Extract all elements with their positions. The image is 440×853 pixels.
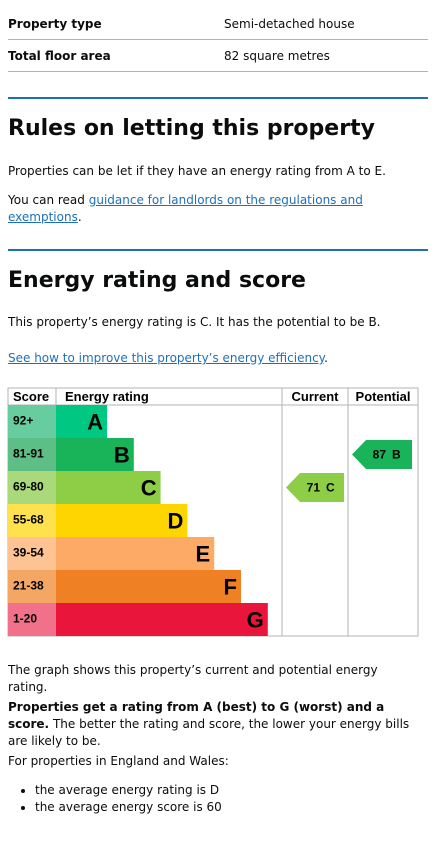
score-cell [8, 471, 56, 504]
column-header: Potential [356, 389, 411, 404]
score-cell [8, 405, 56, 438]
text: The better the rating and score, the low… [8, 717, 410, 748]
summary-row: Total floor area 82 square metres [8, 40, 428, 72]
band-letter: F [224, 574, 237, 599]
band-letter: C [141, 475, 157, 500]
link[interactable]: guidance for landlords on the regulation… [8, 193, 363, 224]
list-item: the average energy score is 60 [35, 799, 440, 816]
rating-bar [56, 603, 268, 636]
row-key: Total floor area [8, 49, 111, 63]
rating-bar [56, 405, 107, 438]
rating-score: 71 [307, 481, 321, 495]
row-key: Property type [8, 17, 102, 31]
rating-bar [56, 471, 161, 504]
summary-row: Property type Semi-detached house [8, 8, 428, 40]
paragraph: You can read guidance for landlords on t… [8, 192, 418, 226]
text: . [77, 210, 82, 224]
column-header: Energy rating [65, 389, 149, 404]
rating-arrow [286, 473, 344, 502]
score-cell [8, 570, 56, 603]
rating-bar [56, 438, 134, 471]
rating-letter: C [326, 481, 335, 495]
bullet-list: the average energy rating is D the avera… [8, 782, 440, 816]
rating-score: 87 [373, 448, 387, 462]
band-letter: B [114, 442, 130, 467]
band-score: 1-20 [13, 612, 37, 626]
rating-bar [56, 537, 215, 570]
bold-text: Properties get a rating from A (best) to… [8, 700, 385, 731]
band-letter: D [168, 508, 184, 533]
band-letter: A [87, 409, 103, 434]
band-score: 92+ [13, 414, 33, 428]
band-score: 55-68 [13, 513, 44, 527]
column-header: Score [13, 389, 49, 404]
rating-letter: B [392, 448, 401, 462]
rating-bar [56, 504, 188, 537]
band-score: 21-38 [13, 579, 44, 593]
rating-arrow [352, 440, 412, 469]
paragraph: This property’s energy rating is C. It h… [8, 315, 381, 329]
score-cell [8, 603, 56, 636]
score-cell [8, 537, 56, 570]
band-letter: E [196, 541, 211, 566]
paragraph: The graph shows this property’s current … [8, 663, 378, 694]
rating-bar [56, 570, 241, 603]
link[interactable]: See how to improve this property’s energ… [8, 351, 325, 365]
paragraph: For properties in England and Wales: [8, 754, 229, 768]
heading: Energy rating and score [8, 268, 306, 293]
text: You can read [8, 193, 89, 207]
row-value: Semi-detached house [224, 17, 355, 31]
score-cell [8, 504, 56, 537]
section-rule [8, 249, 428, 251]
band-score: 39-54 [13, 546, 44, 560]
paragraph: See how to improve this property’s energ… [8, 350, 418, 367]
band-letter: G [247, 607, 264, 632]
paragraph: Properties get a rating from A (best) to… [8, 699, 418, 750]
paragraph: Properties can be let if they have an en… [8, 164, 386, 178]
score-cell [8, 438, 56, 471]
column-header: Current [292, 389, 340, 404]
band-score: 81-91 [13, 447, 44, 461]
energy-chart: Score Energy rating Current Potential 92+ A 81… [7, 387, 419, 637]
band-score: 69-80 [13, 480, 44, 494]
heading: Rules on letting this property [8, 116, 375, 141]
list-item: the average energy rating is D [35, 782, 440, 799]
text: . [324, 351, 328, 365]
section-rule [8, 97, 428, 99]
row-value: 82 square metres [224, 49, 330, 63]
